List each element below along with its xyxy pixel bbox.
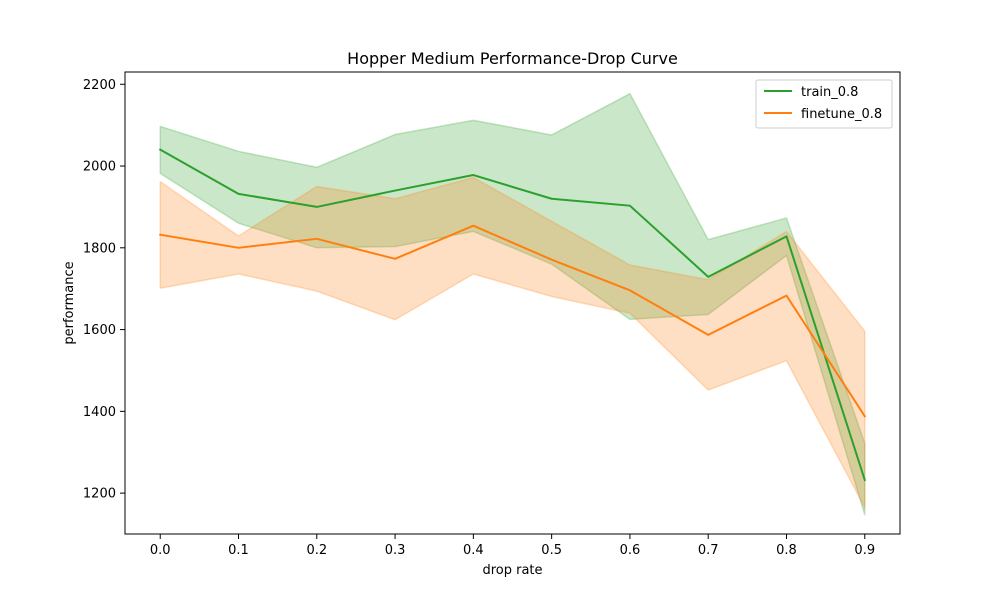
x-tick-label: 0.3 (385, 543, 406, 558)
confidence-bands (159, 92, 866, 516)
y-tick-label: 2200 (83, 78, 116, 93)
x-tick-label: 0.2 (306, 543, 327, 558)
data-point (707, 276, 710, 278)
data-point (550, 197, 553, 200)
data-point (863, 415, 866, 418)
legend: train_0.8 finetune_0.8 (755, 79, 893, 129)
y-tick-label: 1200 (83, 487, 116, 502)
data-point (159, 148, 162, 151)
series-lines (158, 148, 867, 482)
x-tick-label: 0.6 (620, 543, 641, 558)
y-tick-label: 1400 (83, 405, 116, 420)
x-tick-label: 0.0 (150, 543, 171, 558)
y-axis-ticks: 1200 1400 1600 1800 2000 2200 (83, 78, 125, 502)
x-tick-label: 0.1 (228, 543, 249, 558)
data-point (394, 189, 396, 192)
confidence-band-0 (159, 92, 866, 516)
data-point (159, 233, 162, 236)
legend-label-finetune: finetune_0.8 (801, 107, 882, 122)
x-axis-label: drop rate (482, 563, 542, 578)
data-point (237, 247, 240, 249)
data-point (863, 479, 866, 481)
x-tick-label: 0.7 (698, 543, 719, 558)
series-line-1 (159, 224, 867, 418)
x-tick-label: 0.4 (463, 543, 484, 558)
data-point (472, 174, 475, 176)
data-point (629, 289, 631, 292)
data-point (394, 258, 396, 260)
data-point (237, 193, 240, 195)
data-point (472, 224, 475, 227)
legend-label-train: train_0.8 (801, 85, 858, 100)
x-tick-label: 0.9 (854, 543, 875, 558)
x-tick-label: 0.5 (541, 543, 562, 558)
data-point (785, 235, 788, 238)
data-point (315, 206, 318, 208)
y-axis-label: performance (62, 261, 77, 344)
data-point (550, 258, 553, 261)
series-line-0 (158, 148, 867, 482)
plot-area-frame (124, 71, 901, 535)
y-tick-label: 1800 (83, 241, 116, 256)
x-axis-ticks: 0.0 0.1 0.2 0.3 0.4 0.5 0.6 0.7 0.8 0.9 (150, 534, 875, 558)
data-point (629, 204, 631, 207)
confidence-band-1 (159, 176, 866, 509)
data-point (785, 294, 788, 297)
y-tick-label: 2000 (83, 160, 116, 175)
y-tick-label: 1600 (83, 323, 116, 338)
data-point (315, 238, 318, 240)
x-tick-label: 0.8 (776, 543, 797, 558)
data-point (707, 334, 710, 336)
chart-title: Hopper Medium Performance-Drop Curve (347, 49, 678, 68)
